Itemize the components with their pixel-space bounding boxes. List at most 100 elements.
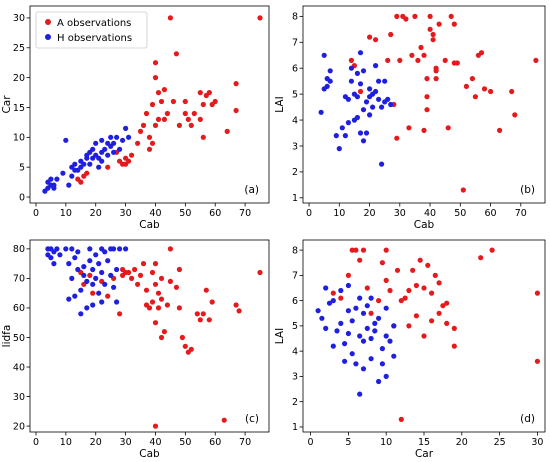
x-tick-label: 40 [424,208,436,219]
panel-a: 0 10 20 30 40 50 60 70 0 5 10 15 20 25 30 Cab Car (a) [1,5,270,231]
data-point-h [379,346,385,352]
data-point-h [330,298,336,304]
data-point-a [185,116,191,122]
data-point-a [433,68,439,74]
data-point-a [436,21,442,27]
y-tick-label: 2 [292,167,298,178]
data-point-h [321,52,327,58]
data-point-a [129,152,135,158]
data-point-a [143,287,150,293]
x-tick-label: 10 [380,437,392,448]
data-point-a [383,277,389,283]
y-axis-label: lidfa [1,325,13,348]
data-point-a [233,302,239,308]
data-point-a [379,260,385,266]
data-point-h [360,338,367,344]
data-point-h [342,341,348,347]
data-point-a [188,346,194,352]
data-point-h [391,323,397,329]
data-point-h [345,96,351,102]
data-point-h [357,333,363,339]
data-point-h [96,261,102,267]
data-point-a [533,57,539,64]
data-point-a [146,146,153,152]
data-point-h [373,63,379,69]
data-point-h [111,246,117,252]
data-point-a [126,269,132,276]
y-axis-label: LAI [274,96,286,112]
data-point-a [173,51,179,57]
data-point-a [488,88,494,95]
data-point-a [357,257,363,263]
data-point-h [114,299,120,305]
data-point-h [334,328,340,334]
data-point-a [429,290,435,296]
data-point-a [469,76,475,82]
data-point-a [373,37,379,43]
data-point-h [327,68,333,74]
x-tick-label: 20 [456,437,468,448]
data-point-h [363,130,370,136]
data-point-a [534,358,541,364]
data-point-h [383,373,389,379]
data-point-h [376,96,382,102]
data-point-h [387,338,393,344]
data-point-a [167,278,173,284]
data-point-a [421,52,427,58]
data-point-a [152,261,159,267]
data-point-a [406,125,412,131]
data-point-a [360,247,367,253]
y-axis-label: LAI [274,328,286,344]
data-point-h [345,308,351,314]
data-point-a [200,101,206,108]
data-point-a [161,87,167,93]
data-point-a [221,417,227,423]
data-point-a [418,44,424,51]
data-point-a [176,266,182,273]
data-point-a [442,57,448,64]
data-point-a [387,287,393,294]
data-point-a [167,246,173,252]
data-point-h [382,78,388,84]
data-point-h [57,252,63,258]
x-tick-label: 0 [33,208,39,219]
data-point-a [432,272,438,278]
data-point-a [84,170,90,176]
data-point-a [424,76,430,82]
x-tick-label: 20 [90,437,102,448]
data-point-a [167,15,173,21]
data-point-h [60,170,66,176]
data-point-a [444,300,450,306]
data-point-a [364,285,370,291]
x-tick-label: 25 [494,437,506,448]
data-point-a [146,305,153,311]
data-point-h [363,99,370,105]
data-point-h [66,296,72,302]
data-point-a [158,334,165,341]
x-axis-label: Car [415,448,434,460]
data-point-h [102,281,108,287]
x-tick-label: 40 [149,437,161,448]
x-axis-label: Cab [414,219,435,231]
x-tick-label: 50 [179,437,191,448]
data-point-h [338,287,344,294]
data-point-h [367,112,373,118]
data-point-a [176,305,182,311]
data-point-a [152,423,159,429]
y-tick-label: 8 [292,12,298,23]
data-point-h [99,137,105,143]
data-point-a [140,261,147,267]
data-point-a [444,320,450,326]
data-point-a [436,280,442,286]
data-point-h [353,305,359,311]
data-point-a [417,257,423,263]
data-point-h [370,104,376,110]
data-point-h [339,125,345,131]
data-point-h [391,353,397,359]
data-point-h [383,333,389,339]
data-point-a [448,13,454,19]
data-point-h [84,278,90,284]
data-point-h [111,149,117,155]
data-point-h [93,275,99,281]
data-point-a [212,98,218,105]
